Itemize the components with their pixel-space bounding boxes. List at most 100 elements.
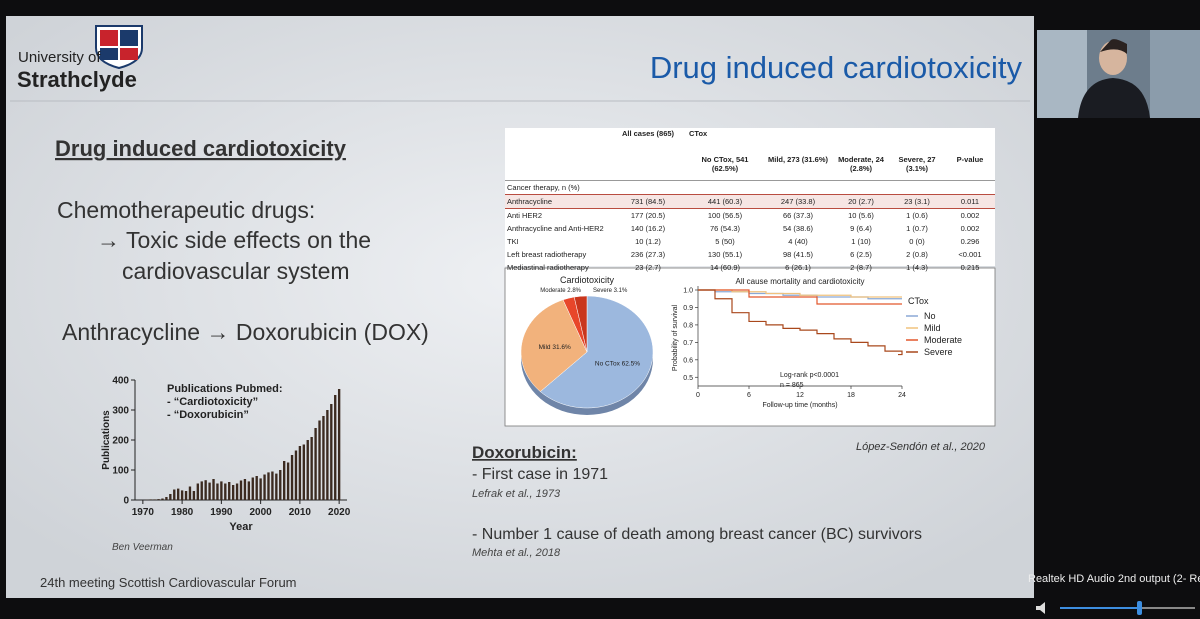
bar	[306, 440, 309, 500]
pie-slice	[573, 295, 588, 353]
bar	[279, 470, 282, 500]
table-cell: 2 (8.7)	[850, 263, 872, 272]
header-cell	[505, 154, 609, 181]
table-cell: TKI	[507, 237, 519, 246]
table-cell: 0.011	[945, 194, 996, 209]
table-cell: 5 (50)	[715, 237, 735, 246]
bar	[334, 395, 337, 500]
table-row: Left breast radiotherapy 236 (27.3) 130 (5…	[505, 248, 995, 261]
volume-thumb[interactable]	[1137, 601, 1142, 615]
table-cell: 0.296	[960, 237, 980, 246]
table-row: Mediastinal radiotherapy 23 (2.7) 14 (60.9…	[505, 261, 995, 274]
bar	[196, 483, 199, 500]
table-row: Anti HER2 177 (20.5) 100 (56.5) 66 (37.3) 10…	[505, 209, 995, 223]
results-table: All cases (865) CTox No CTox, 541 (62.5%) M…	[505, 128, 996, 274]
x-tick-label: 6	[747, 392, 751, 399]
table-cell: 247 (33.8)	[763, 194, 833, 209]
survival-line	[698, 289, 903, 356]
bar	[239, 480, 243, 500]
header-cell: P-value	[956, 155, 984, 164]
slice-label: No CTox 62.5%	[595, 361, 640, 368]
bar	[337, 389, 341, 500]
bar	[259, 478, 262, 500]
section-cell: Cancer therapy, n (%)	[507, 183, 580, 192]
table-cell: 1 (10)	[851, 237, 871, 246]
body-line: → Toxic side effects on the	[97, 227, 371, 253]
bar	[220, 481, 223, 500]
x-tick-label: 2020	[328, 507, 351, 518]
table-cell: Anthracycline and Anti-HER2	[507, 224, 604, 233]
table-cell: 14 (60.9)	[709, 263, 741, 272]
header-cell: All cases (865)	[621, 129, 675, 138]
x-tick-label: 1990	[210, 507, 233, 518]
table-row: Anthracycline and Anti-HER2 140 (16.2) 76 …	[505, 222, 995, 235]
header-cell: No CTox, 541 (62.5%)	[701, 155, 749, 173]
item-text: - First case in 1971	[472, 466, 608, 483]
survival-line	[698, 289, 902, 305]
chart-title: Cardiotoxicity	[560, 275, 615, 285]
section-row: Cancer therapy, n (%)	[505, 181, 995, 195]
bar	[275, 473, 278, 500]
table-cell: 177 (20.5)	[630, 211, 666, 220]
bar	[326, 410, 329, 500]
bar	[153, 499, 156, 500]
table-cell: Left breast radiotherapy	[507, 250, 587, 259]
x-tick-label: 2010	[289, 507, 312, 518]
table-cell: 731 (84.5)	[609, 194, 687, 209]
bar	[161, 498, 164, 500]
volume-icon[interactable]	[1036, 602, 1045, 614]
table-cell: 98 (41.5)	[782, 250, 814, 259]
table-cell: 100 (56.5)	[707, 211, 743, 220]
bar	[255, 476, 258, 500]
pie-chart: Cardiotoxicity No CTox 62.5% Mild 31.6% Mod…	[520, 275, 654, 415]
slice-label: Mild 31.6%	[539, 344, 571, 351]
logo-quarter	[100, 48, 118, 60]
annotation: Log-rank p<0.0001	[780, 372, 839, 379]
x-tick-label: 12	[796, 392, 804, 399]
audio-device: Realtek HD Audio 2nd output (2- Rea	[1028, 573, 1200, 585]
y-tick-label: 200	[112, 436, 129, 447]
table-cell: 10 (1.2)	[635, 237, 661, 246]
section-heading: Doxorubicin:	[472, 443, 577, 462]
citation: López-Sendón et al., 2020	[856, 441, 986, 453]
x-tick-label: 2000	[250, 507, 273, 518]
header-cell: Mild, 273 (31.6%)	[767, 155, 829, 164]
table-cell: 0 (0)	[909, 237, 925, 246]
chart-title: - “Doxorubicin”	[167, 409, 249, 421]
bar	[216, 483, 219, 500]
bar	[228, 482, 231, 500]
chart-title: Publications Pubmed:	[167, 383, 283, 395]
bar	[294, 450, 298, 500]
bar	[322, 416, 325, 500]
bar	[177, 488, 180, 500]
logo-quarter	[100, 30, 118, 46]
bar	[173, 489, 176, 500]
bar	[267, 472, 270, 500]
slice-label: Severe 3.1%	[593, 288, 628, 294]
bar	[204, 480, 207, 500]
survival-chart: All cause mortality and cardiotoxicity 0.…	[672, 277, 962, 409]
bar	[188, 486, 192, 500]
bar	[165, 497, 168, 500]
bar	[318, 420, 321, 500]
x-tick-label: 0	[696, 392, 700, 399]
bar	[212, 479, 215, 500]
bar	[263, 474, 266, 500]
chart-title: All cause mortality and cardiotoxicity	[736, 277, 865, 286]
table-cell: 140 (16.2)	[630, 224, 666, 233]
y-tick-label: 0.9	[683, 305, 693, 312]
bar	[330, 404, 333, 500]
table-cell: 6 (2.5)	[850, 250, 872, 259]
y-axis-label: Publications	[101, 410, 112, 470]
table-cell: 1 (4.3)	[906, 263, 928, 272]
body-line: Anthracycline → Doxorubicin (DOX)	[62, 319, 429, 345]
x-tick-label: 18	[847, 392, 855, 399]
bar	[200, 481, 203, 500]
table-cell: 23 (3.1)	[889, 194, 945, 209]
bar	[157, 499, 160, 500]
x-tick-label: 1980	[171, 507, 194, 518]
item-text: - Number 1 cause of death among breast c…	[472, 526, 922, 543]
bar	[169, 494, 172, 500]
